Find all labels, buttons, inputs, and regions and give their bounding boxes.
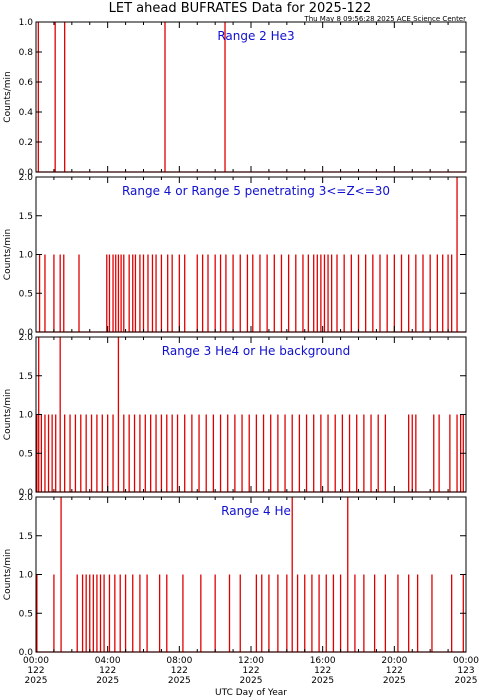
y-tick-label: 0.5 bbox=[19, 449, 33, 459]
series-spikes bbox=[36, 22, 466, 173]
y-tick-label: 1.5 bbox=[19, 372, 33, 382]
series-spikes bbox=[36, 337, 466, 493]
y-tick-label: 0.0 bbox=[19, 488, 34, 498]
y-tick-label: 1.5 bbox=[19, 212, 33, 222]
x-tick-label: 122 bbox=[99, 666, 116, 676]
x-tick-label: 2025 bbox=[455, 676, 478, 686]
axis-ticks: 0.0 0.5 1.0 1.5 2.0 bbox=[19, 333, 467, 498]
y-tick-label: 0.6 bbox=[19, 78, 34, 88]
y-tick-label: 0.5 bbox=[19, 609, 33, 619]
y-tick-label: 0.0 bbox=[19, 328, 34, 338]
y-tick-label: 2.0 bbox=[19, 173, 34, 183]
y-tick-label: 1.5 bbox=[19, 532, 33, 542]
y-tick-label: 2.0 bbox=[19, 333, 34, 343]
y-tick-label: 1.0 bbox=[19, 411, 34, 421]
x-tick-label: 2025 bbox=[168, 676, 191, 686]
panel-title: Range 4 or Range 5 penetrating 3<=Z<=30 bbox=[122, 184, 390, 198]
panel-range-4-he: 0.0 0.5 1.0 1.5 2.0 Range 4 He Counts/min bbox=[3, 493, 467, 658]
x-tick-labels: 00:00122202504:00122202508:00122202512:0… bbox=[23, 656, 479, 686]
y-tick-label: 1.0 bbox=[19, 251, 34, 261]
plot-frame bbox=[35, 336, 467, 493]
x-tick-label: 122 bbox=[171, 666, 188, 676]
x-axis-label: UTC Day of Year bbox=[215, 688, 287, 698]
x-tick-label: 12:00 bbox=[238, 656, 264, 666]
panel-range-4-or-5-penetrating: 0.0 0.5 1.0 1.5 2.0 Range 4 or Range 5 penet… bbox=[3, 173, 467, 338]
timestamp: Thu May 8 09:56:28 2025 ACE Science Cent… bbox=[303, 15, 466, 23]
y-axis-label: Counts/min bbox=[3, 389, 13, 440]
axis-ticks: 0.0 0.2 0.4 0.6 0.8 1.0 bbox=[19, 18, 467, 178]
y-tick-label: 0.5 bbox=[19, 289, 33, 299]
x-tick-label: 16:00 bbox=[310, 656, 336, 666]
panel-range-3-he4-background: 0.0 0.5 1.0 1.5 2.0 Range 3 He4 or He backgr… bbox=[3, 333, 467, 498]
x-tick-label: 00:00 bbox=[453, 656, 479, 666]
x-tick-label: 00:00 bbox=[23, 656, 49, 666]
y-tick-label: 0.4 bbox=[19, 108, 34, 118]
panel-title: Range 2 He3 bbox=[217, 29, 294, 43]
series-spikes bbox=[36, 177, 466, 333]
x-tick-label: 123 bbox=[457, 666, 474, 676]
series-spikes bbox=[36, 497, 466, 653]
y-tick-label: 1.0 bbox=[19, 18, 34, 28]
x-tick-label: 08:00 bbox=[166, 656, 192, 666]
y-tick-label: 0.0 bbox=[19, 648, 34, 658]
x-tick-label: 2025 bbox=[240, 676, 263, 686]
axis-ticks: 0.0 0.5 1.0 1.5 2.0 bbox=[19, 493, 467, 658]
panel-title: Range 4 He bbox=[221, 504, 291, 518]
y-tick-label: 0.2 bbox=[19, 138, 33, 148]
y-tick-label: 1.0 bbox=[19, 571, 34, 581]
x-tick-label: 04:00 bbox=[95, 656, 121, 666]
x-tick-label: 2025 bbox=[383, 676, 406, 686]
plot-frame bbox=[35, 21, 467, 173]
x-tick-label: 2025 bbox=[25, 676, 48, 686]
axis-ticks: 0.0 0.5 1.0 1.5 2.0 bbox=[19, 173, 467, 338]
x-tick-label: 122 bbox=[386, 666, 403, 676]
panel-range-2-he3: 0.0 0.2 0.4 0.6 0.8 1.0 Range 2 He3 Counts/mi… bbox=[3, 18, 467, 178]
chart-title: LET ahead BUFRATES Data for 2025-122 bbox=[109, 1, 372, 16]
y-axis-label: Counts/min bbox=[3, 71, 13, 122]
x-tick-label: 122 bbox=[314, 666, 331, 676]
x-tick-label: 2025 bbox=[311, 676, 334, 686]
x-tick-label: 2025 bbox=[96, 676, 119, 686]
y-axis-label: Counts/min bbox=[3, 549, 13, 600]
panel-title: Range 3 He4 or He background bbox=[162, 344, 350, 358]
x-tick-label: 20:00 bbox=[381, 656, 407, 666]
y-tick-label: 0.0 bbox=[19, 168, 34, 178]
x-tick-label: 122 bbox=[242, 666, 259, 676]
x-tick-label: 122 bbox=[27, 666, 44, 676]
y-tick-label: 0.8 bbox=[19, 48, 34, 58]
y-tick-label: 2.0 bbox=[19, 493, 34, 503]
y-axis-label: Counts/min bbox=[3, 229, 13, 280]
